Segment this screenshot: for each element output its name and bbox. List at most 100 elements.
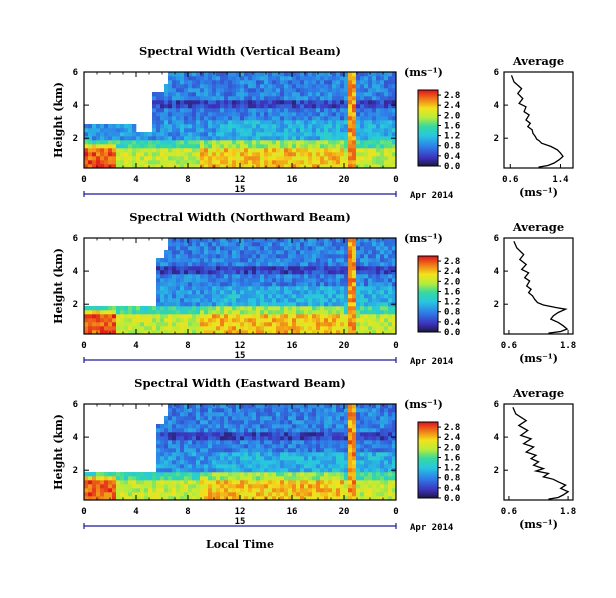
heatmap-cell [312,108,317,113]
heatmap-cell [316,290,321,295]
heatmap-cell [164,148,169,153]
heatmap-cell [296,464,301,469]
heatmap-cell [176,242,181,247]
heatmap-cell [332,128,337,133]
heatmap-cell [132,322,137,327]
heatmap-cell [204,294,209,299]
heatmap-cell [264,104,269,109]
heatmap-cell [176,420,181,425]
heatmap-cell [212,160,217,165]
heatmap-cell [164,140,169,145]
heatmap-cell [336,436,341,441]
heatmap-cell [216,164,221,169]
heatmap-cell [392,456,397,461]
heatmap-cell [252,306,257,311]
heatmap-cell [164,128,169,133]
heatmap-cell [300,254,305,259]
heatmap-cell [368,152,373,157]
heatmap-cell [268,112,273,117]
average-y-tick-label: 2 [494,134,499,144]
heatmap-cell [312,254,317,259]
heatmap-cell [160,484,165,489]
heatmap-cell [168,266,173,271]
heatmap-cell [364,420,369,425]
heatmap-cell [360,80,365,85]
heatmap-cell [236,302,241,307]
heatmap-cell [384,298,389,303]
heatmap-cell [284,298,289,303]
x-tick-label: 4 [133,341,139,351]
colorbar-tick-label: 0.0 [444,162,460,172]
heatmap-cell [304,278,309,283]
heatmap-cell [296,140,301,145]
heatmap-cell [248,452,253,457]
heatmap-cell [204,112,209,117]
heatmap-cell [164,326,169,331]
heatmap-cell [124,128,129,133]
heatmap-cell [304,238,309,243]
heatmap-cell [168,258,173,263]
heatmap-cell [176,286,181,291]
heatmap-cell [332,416,337,421]
heatmap-cell [124,484,129,489]
heatmap-cell [364,140,369,145]
heatmap-cell [208,160,213,165]
heatmap-cell [276,278,281,283]
heatmap-cell [176,460,181,465]
heatmap-cell [156,148,161,153]
heatmap-cell [212,326,217,331]
heatmap-cell [304,274,309,279]
heatmap-cell [120,306,125,311]
heatmap-cell [232,412,237,417]
heatmap-cell [336,416,341,421]
heatmap-cell [320,444,325,449]
heatmap-cell [348,152,353,157]
heatmap-cell [276,286,281,291]
heatmap-cell [364,432,369,437]
heatmap-cell [360,262,365,267]
heatmap-cell [240,140,245,145]
heatmap-cell [380,428,385,433]
average-x-tick-label: 0.6 [502,175,518,185]
heatmap-cell [364,472,369,477]
heatmap-cell [220,464,225,469]
heatmap-cell [280,278,285,283]
heatmap-cell [144,310,149,315]
heatmap-cell [116,472,121,477]
heatmap-cell [156,306,161,311]
heatmap-cell [180,404,185,409]
heatmap-cell [172,76,177,81]
heatmap-cell [172,148,177,153]
heatmap-cell [276,412,281,417]
heatmap-cell [368,148,373,153]
heatmap-cell [124,306,129,311]
heatmap-cell [260,156,265,161]
heatmap-cell [164,452,169,457]
heatmap-cell [160,108,165,113]
heatmap-cell [376,258,381,263]
heatmap-cell [372,80,377,85]
heatmap-cell [104,472,109,477]
heatmap-cell [240,420,245,425]
heatmap-cell [344,120,349,125]
heatmap-cell [144,136,149,141]
heatmap-cell [120,156,125,161]
heatmap-cell [308,416,313,421]
heatmap-cell [184,116,189,121]
heatmap-cell [344,238,349,243]
heatmap-cell [300,282,305,287]
heatmap-cell [104,144,109,149]
heatmap-cell [312,140,317,145]
heatmap-cell [100,156,105,161]
heatmap-cell [284,238,289,243]
heatmap-cell [316,112,321,117]
heatmap-cell [184,310,189,315]
heatmap-cell [356,278,361,283]
heatmap-cell [320,440,325,445]
heatmap-cell [168,84,173,89]
heatmap-cell [168,444,173,449]
heatmap-cell [296,496,301,501]
heatmap-cell [296,408,301,413]
heatmap-cell [372,456,377,461]
heatmap-cell [248,266,253,271]
